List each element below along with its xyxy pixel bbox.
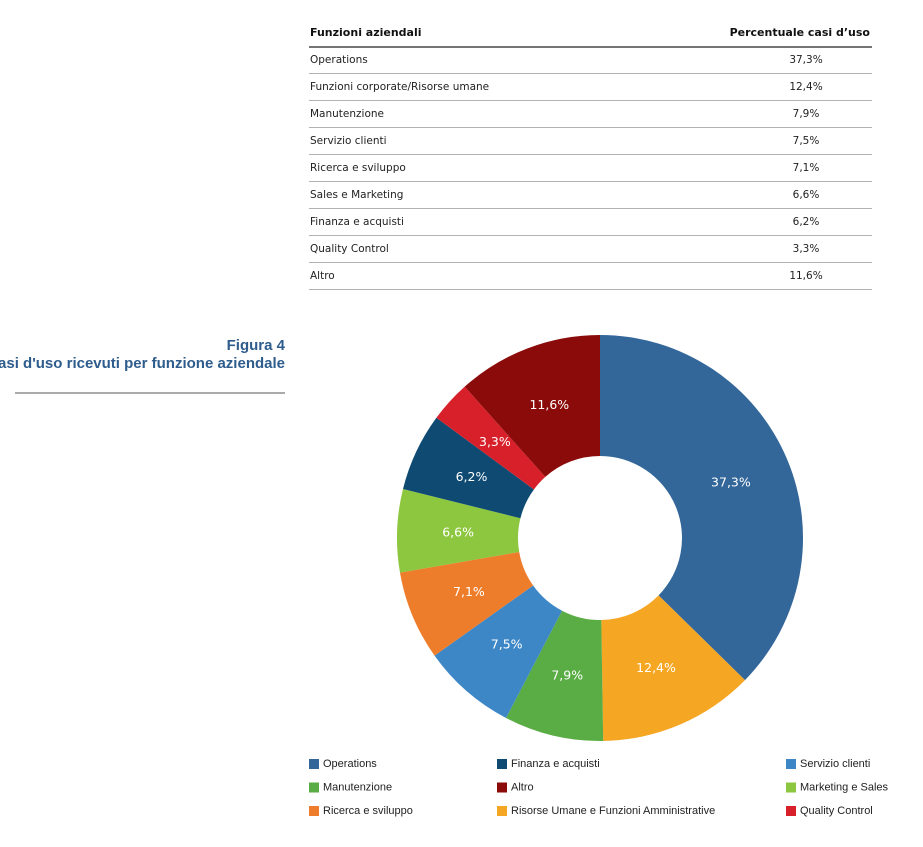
slice [600, 335, 803, 681]
table-cell: Funzioni corporate/Risorse umane [310, 81, 489, 93]
slice [434, 585, 563, 718]
table-cell: Ricerca e sviluppo [310, 162, 406, 174]
legend-swatch [309, 806, 319, 816]
legend-swatch [497, 806, 507, 816]
table-header: Funzioni aziendali [310, 26, 422, 39]
legend-swatch [786, 782, 796, 793]
table-cell: Manutenzione [310, 108, 384, 120]
data-label: 6,6% [442, 524, 474, 539]
data-label: 7,9% [551, 668, 583, 683]
legend-label: Quality Control [800, 805, 873, 817]
legend-label: Ricerca e sviluppo [323, 805, 413, 817]
table-cell: Finanza e acquisti [310, 216, 404, 228]
slice [601, 595, 746, 741]
slice [464, 335, 600, 477]
data-label: 6,2% [456, 469, 488, 484]
table-cell: 7,5% [793, 135, 820, 147]
legend-swatch [309, 759, 319, 769]
table-cell: Sales e Marketing [310, 189, 403, 201]
table-cell: 37,3% [789, 54, 822, 66]
legend-label: Finanza e acquisti [511, 758, 600, 770]
table-cell: 11,6% [789, 270, 822, 282]
data-label: 11,6% [529, 397, 569, 412]
slice [506, 610, 604, 741]
table-cell: 12,4% [789, 81, 822, 93]
table-cell: Quality Control [310, 243, 389, 255]
legend-label: Manutenzione [323, 781, 392, 793]
data-label: 37,3% [711, 474, 751, 489]
data-label: 12,4% [636, 660, 676, 675]
table-cell: Operations [310, 54, 368, 66]
table-cell: 6,6% [793, 189, 820, 201]
figure-title: I casi d'uso ricevuti per funzione azien… [0, 355, 285, 372]
data-label: 7,1% [453, 584, 485, 599]
slice [399, 551, 534, 656]
legend-swatch [497, 782, 507, 793]
data-label: 7,5% [491, 637, 523, 652]
slice [397, 489, 521, 573]
slice [402, 417, 534, 519]
table-cell: Servizio clienti [310, 135, 387, 147]
legend-swatch [309, 782, 319, 793]
table-cell: 3,3% [793, 243, 820, 255]
figure-label: Figura 4 [227, 337, 286, 354]
table-cell: 7,1% [793, 162, 820, 174]
slice [436, 386, 546, 490]
table-cell: 6,2% [793, 216, 820, 228]
legend-swatch [497, 759, 507, 769]
legend-label: Altro [511, 781, 534, 793]
legend-swatch [786, 806, 796, 816]
table-header: Percentuale casi d’uso [730, 26, 871, 39]
table-cell: 7,9% [793, 108, 820, 120]
legend-label: Marketing e Sales [800, 781, 889, 793]
data-label: 3,3% [479, 434, 511, 449]
legend-label: Risorse Umane e Funzioni Amministrative [511, 805, 715, 817]
legend-label: Servizio clienti [800, 758, 870, 770]
legend-swatch [786, 759, 796, 769]
legend-label: Operations [323, 758, 377, 770]
table-cell: Altro [310, 270, 335, 282]
